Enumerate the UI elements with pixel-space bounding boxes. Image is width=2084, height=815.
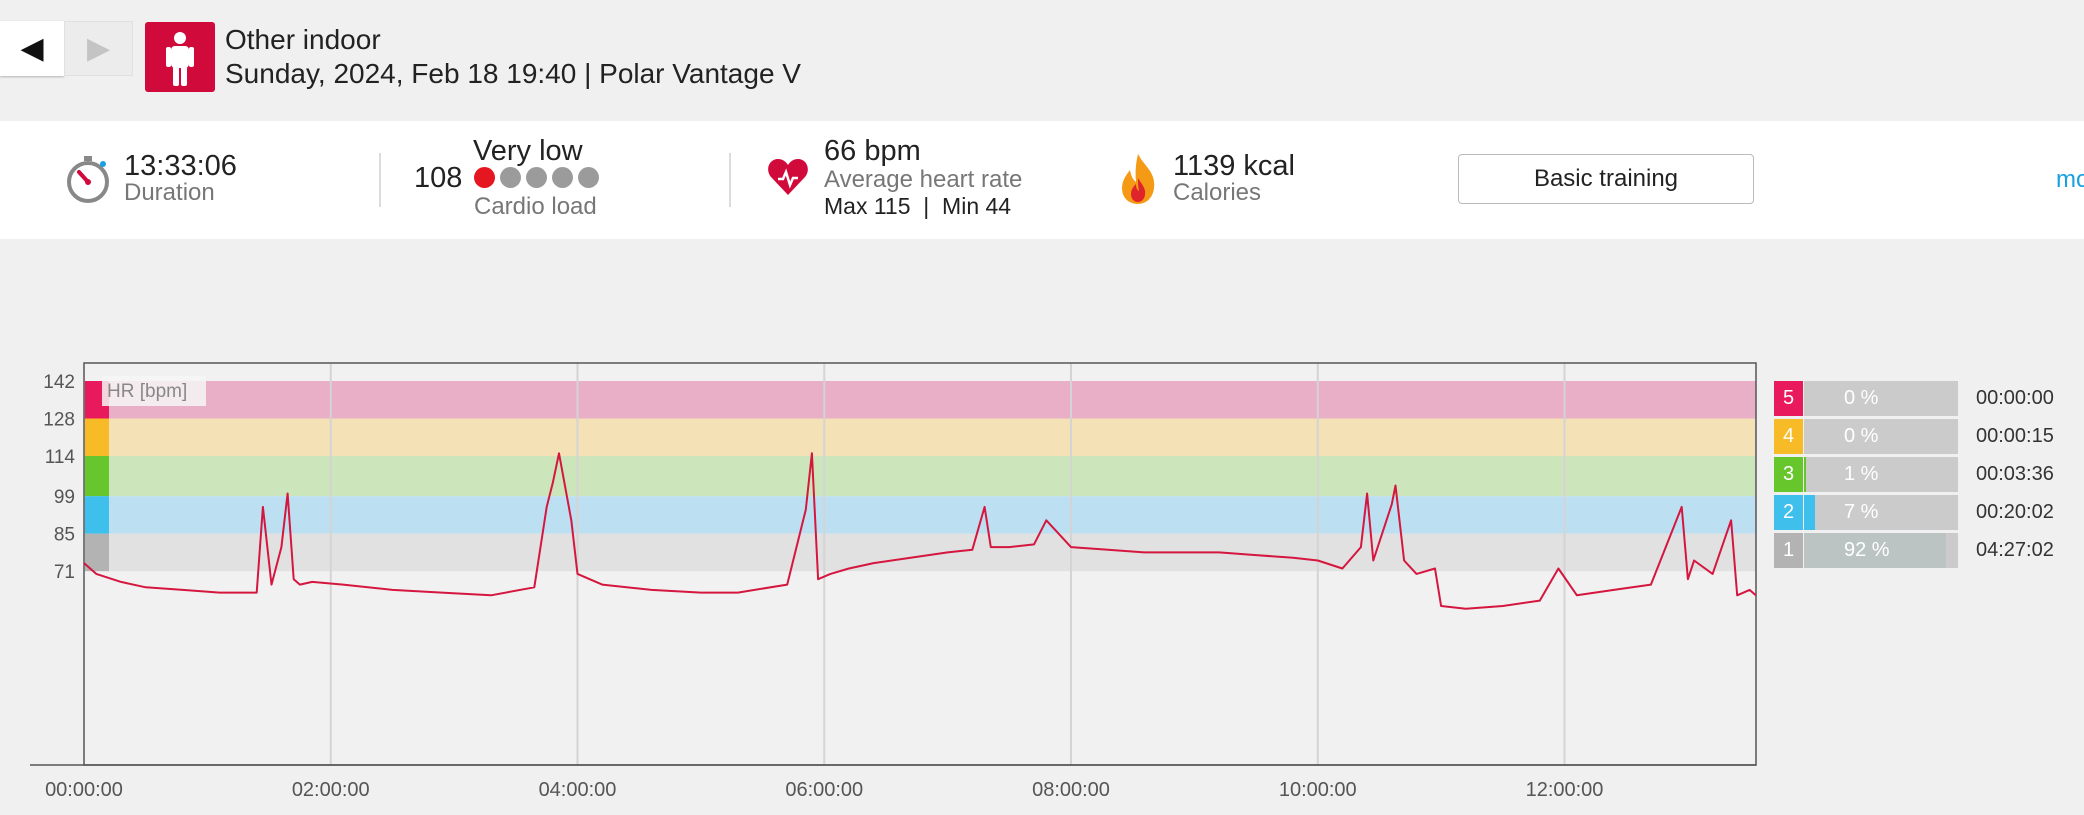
zone-percent-fill	[1804, 495, 1815, 530]
zone-percent-bar: 92 %	[1804, 533, 1958, 568]
summary-bar	[0, 121, 2084, 239]
divider	[379, 153, 381, 207]
x-tick-label: 06:00:00	[785, 779, 863, 801]
y-tick-label: 128	[43, 410, 75, 431]
zone-marker-3	[85, 456, 109, 497]
sport-badge	[145, 22, 215, 92]
duration-label: Duration	[124, 179, 215, 206]
chart-legend-label: HR [bpm]	[107, 381, 187, 402]
zone-number: 1	[1774, 533, 1803, 568]
zone-row-1: 1 92 %	[1774, 533, 1958, 568]
previous-button[interactable]: ◀	[0, 21, 64, 76]
more-link[interactable]: mo	[2056, 166, 2084, 193]
calories-value: 1139 kcal	[1173, 150, 1295, 182]
zone-row-2: 2 7 %	[1774, 495, 1958, 530]
zone-percent-fill	[1804, 457, 1806, 492]
x-tick-label: 00:00:00	[45, 779, 123, 801]
zone-band-2	[84, 496, 1756, 534]
cardio-load-label: Cardio load	[474, 193, 597, 220]
x-tick-labels: 00:00:00 02:00:00 04:00:00 06:00:00 08:00:00…	[30, 764, 1756, 801]
x-tick-label: 10:00:00	[1279, 779, 1357, 801]
next-button[interactable]: ▶	[64, 21, 133, 76]
y-tick-label: 114	[45, 447, 76, 468]
zone-row-4: 4 0 %	[1774, 419, 1958, 454]
zone-number: 2	[1774, 495, 1803, 530]
zone-percent-label: 92 %	[1844, 539, 1890, 561]
cardio-dot	[526, 167, 547, 188]
zone-number: 3	[1774, 457, 1803, 492]
cardio-dot	[552, 167, 573, 188]
training-benefit-button[interactable]: Basic training	[1458, 154, 1754, 204]
zone-percent-bar: 7 %	[1804, 495, 1958, 530]
zone-percent-label: 0 %	[1844, 387, 1879, 409]
zone-markers	[85, 381, 109, 572]
zone-marker-2	[85, 496, 109, 534]
zone-time: 00:20:02	[1976, 501, 2054, 523]
x-tick-label: 08:00:00	[1032, 779, 1110, 801]
flame-icon	[1122, 154, 1155, 204]
cardio-dot-filled	[474, 167, 495, 188]
avg-hr-value: 66 bpm	[824, 135, 921, 167]
zone-band-4	[84, 418, 1756, 456]
y-tick-label: 142	[43, 372, 75, 393]
duration-value: 13:33:06	[124, 150, 237, 182]
y-tick-label: 99	[54, 487, 75, 508]
zone-marker-1	[85, 533, 109, 572]
zone-band-5	[84, 381, 1756, 419]
stopwatch-icon	[67, 156, 109, 203]
zone-time: 00:00:00	[1976, 387, 2054, 409]
divider	[729, 153, 731, 207]
zone-percent-label: 7 %	[1844, 501, 1879, 523]
session-subtitle: Sunday, 2024, Feb 18 19:40 | Polar Vanta…	[225, 58, 801, 89]
zone-number: 4	[1774, 419, 1803, 454]
cardio-load-level: Very low	[473, 135, 583, 167]
zone-band-1	[84, 533, 1756, 572]
zone-percent-label: 0 %	[1844, 425, 1879, 447]
avg-hr-label: Average heart rate	[824, 166, 1023, 193]
zone-band-3	[84, 456, 1756, 497]
zone-percent-bar: 1 %	[1804, 457, 1958, 492]
y-tick-label: 85	[54, 525, 75, 546]
y-tick-labels: 142 128 114 99 85 71	[43, 372, 75, 583]
hr-max-min: Max 115 | Min 44	[824, 193, 1012, 219]
hr-series-line	[83, 452, 1757, 610]
zone-time: 04:27:02	[1976, 539, 2054, 561]
y-tick-label: 71	[54, 562, 75, 583]
x-tick-label: 02:00:00	[292, 779, 370, 801]
person-icon	[166, 32, 194, 86]
zone-row-3: 3 1 %	[1774, 457, 1958, 492]
sport-name: Other indoor	[225, 24, 381, 55]
zone-bands	[84, 363, 1756, 765]
x-tick-label: 04:00:00	[539, 779, 617, 801]
zone-number: 5	[1774, 381, 1803, 416]
calories-label: Calories	[1173, 179, 1262, 206]
x-tick-label: 12:00:00	[1526, 779, 1604, 801]
arrow-left-icon: ◀	[20, 32, 44, 65]
zone-percent-bar: 0 %	[1804, 419, 1958, 454]
heart-icon	[768, 159, 808, 195]
zone-time: 00:00:15	[1976, 425, 2054, 447]
arrow-right-icon: ▶	[86, 32, 111, 65]
zone-marker-4	[85, 418, 109, 456]
grid-lines	[329, 363, 1566, 765]
cardio-load-value: 108	[414, 162, 463, 194]
legend-bg	[102, 376, 206, 406]
zone-percent-fill	[1804, 533, 1946, 568]
cardio-dot	[500, 167, 521, 188]
cardio-dot	[578, 167, 599, 188]
zone-percent-bar: 0 %	[1804, 381, 1958, 416]
zone-percent-label: 1 %	[1844, 463, 1879, 485]
zone-time: 00:03:36	[1976, 463, 2054, 485]
zone-row-5: 5 0 %	[1774, 381, 1958, 416]
